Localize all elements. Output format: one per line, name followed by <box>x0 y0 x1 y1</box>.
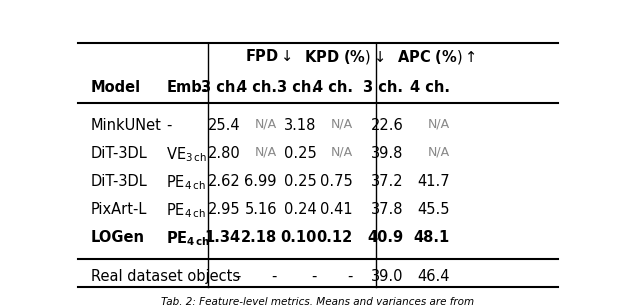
Text: 39.8: 39.8 <box>371 146 403 160</box>
Text: 40.9: 40.9 <box>367 229 403 245</box>
Text: DiT-3DL: DiT-3DL <box>91 174 148 188</box>
Text: 2.95: 2.95 <box>208 201 241 217</box>
Text: N/A: N/A <box>255 118 277 131</box>
Text: Model: Model <box>91 80 141 95</box>
Text: PixArt-L: PixArt-L <box>91 201 148 217</box>
Text: 4 ch.: 4 ch. <box>313 80 353 95</box>
Text: 5.16: 5.16 <box>244 201 277 217</box>
Text: 6.99: 6.99 <box>244 174 277 188</box>
Text: -: - <box>347 269 353 284</box>
Text: N/A: N/A <box>330 146 353 159</box>
Text: 37.8: 37.8 <box>371 201 403 217</box>
Text: PE$_{\mathregular{4\,ch}}$: PE$_{\mathregular{4\,ch}}$ <box>166 174 206 192</box>
Text: 22.6: 22.6 <box>371 118 403 133</box>
Text: -: - <box>311 269 317 284</box>
Text: 0.41: 0.41 <box>320 201 353 217</box>
Text: N/A: N/A <box>428 118 450 131</box>
Text: FPD$\downarrow$: FPD$\downarrow$ <box>245 48 292 64</box>
Text: 25.4: 25.4 <box>208 118 241 133</box>
Text: -: - <box>272 269 277 284</box>
Text: 41.7: 41.7 <box>417 174 450 188</box>
Text: 0.10: 0.10 <box>280 229 317 245</box>
Text: 1.34: 1.34 <box>205 229 241 245</box>
Text: 4 ch.: 4 ch. <box>410 80 450 95</box>
Text: KPD (%$)\downarrow$: KPD (%$)\downarrow$ <box>304 48 384 66</box>
Text: VE$_{\mathregular{3\,ch}}$: VE$_{\mathregular{3\,ch}}$ <box>166 146 207 164</box>
Text: PE$_{\mathregular{4\,ch}}$: PE$_{\mathregular{4\,ch}}$ <box>166 201 206 220</box>
Text: LOGen: LOGen <box>91 229 145 245</box>
Text: 3 ch.: 3 ch. <box>363 80 403 95</box>
Text: 0.24: 0.24 <box>284 201 317 217</box>
Text: Emb.: Emb. <box>166 80 208 95</box>
Text: -: - <box>236 269 241 284</box>
Text: Tab. 2: Feature-level metrics. Means and variances are from: Tab. 2: Feature-level metrics. Means and… <box>161 297 474 307</box>
Text: 3.18: 3.18 <box>285 118 317 133</box>
Text: N/A: N/A <box>428 146 450 159</box>
Text: DiT-3DL: DiT-3DL <box>91 146 148 160</box>
Text: N/A: N/A <box>255 146 277 159</box>
Text: 37.2: 37.2 <box>371 174 403 188</box>
Text: PE$_{\mathregular{4\,ch}}$: PE$_{\mathregular{4\,ch}}$ <box>166 229 211 248</box>
Text: 0.25: 0.25 <box>284 146 317 160</box>
Text: 0.75: 0.75 <box>320 174 353 188</box>
Text: APC (%$)\uparrow$: APC (%$)\uparrow$ <box>397 48 476 66</box>
Text: 2.62: 2.62 <box>208 174 241 188</box>
Text: 4 ch.: 4 ch. <box>237 80 277 95</box>
Text: 39.0: 39.0 <box>371 269 403 284</box>
Text: 2.80: 2.80 <box>208 146 241 160</box>
Text: 3 ch.: 3 ch. <box>201 80 241 95</box>
Text: 46.4: 46.4 <box>417 269 450 284</box>
Text: 0.12: 0.12 <box>317 229 353 245</box>
Text: 45.5: 45.5 <box>417 201 450 217</box>
Text: -: - <box>166 118 172 133</box>
Text: 48.1: 48.1 <box>414 229 450 245</box>
Text: 2.18: 2.18 <box>241 229 277 245</box>
Text: MinkUNet: MinkUNet <box>91 118 162 133</box>
Text: N/A: N/A <box>330 118 353 131</box>
Text: 0.25: 0.25 <box>284 174 317 188</box>
Text: Real dataset objects: Real dataset objects <box>91 269 240 284</box>
Text: 3 ch.: 3 ch. <box>277 80 317 95</box>
